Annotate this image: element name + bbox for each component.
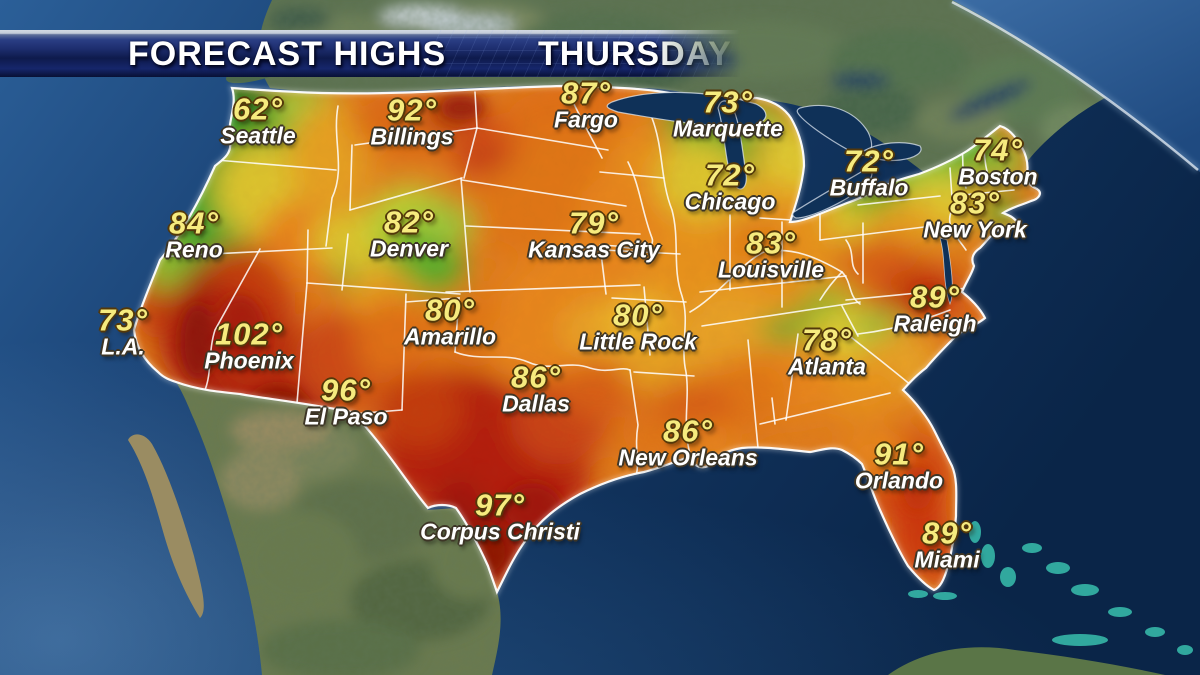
city-name: Fargo	[554, 106, 618, 133]
city-temp: 73°	[703, 84, 753, 120]
city-name: Little Rock	[579, 328, 697, 355]
city-name: Kansas City	[528, 236, 660, 263]
city-name: Dallas	[502, 390, 570, 417]
city-label-new-orleans: 86° New Orleans	[618, 413, 758, 471]
city-name: Phoenix	[204, 347, 294, 374]
lake-michigan	[717, 100, 747, 190]
city-label-la: 73° L.A.	[98, 302, 148, 360]
city-name: Orlando	[854, 467, 944, 494]
city-temp: 72°	[705, 157, 755, 193]
city-label-el-paso: 96° El Paso	[304, 372, 388, 430]
chesapeake-bay	[939, 237, 953, 306]
city-name: Boston	[958, 163, 1038, 190]
city-temp: 92°	[387, 92, 437, 128]
city-temp: 78°	[802, 322, 852, 358]
city-temp: 72°	[844, 143, 894, 179]
city-name: El Paso	[304, 403, 388, 430]
city-label-corpus-christi: 97° Corpus Christi	[420, 487, 580, 545]
city-temp: 84°	[169, 205, 219, 241]
city-name: New Orleans	[618, 444, 758, 471]
lake-erie	[792, 167, 873, 219]
city-name: Corpus Christi	[420, 518, 580, 545]
great-lakes	[606, 91, 953, 306]
city-name: Seattle	[220, 122, 296, 149]
city-label-amarillo: 80° Amarillo	[403, 292, 497, 350]
city-name: Louisville	[717, 256, 825, 283]
city-temp: 86°	[663, 413, 713, 449]
city-temp: 89°	[922, 515, 972, 551]
forecast-banner: FORECAST HIGHS THURSDAY	[0, 30, 755, 77]
city-label-marquette: 73° Marquette	[673, 84, 783, 142]
state-borders	[151, 86, 1015, 477]
city-temp: 102°	[214, 316, 284, 352]
city-name: Buffalo	[829, 174, 909, 201]
city-label-phoenix: 102° Phoenix	[204, 316, 294, 374]
city-label-raleigh: 89° Raleigh	[893, 279, 977, 337]
city-temp: 62°	[233, 91, 283, 127]
city-name: Reno	[165, 236, 223, 263]
city-name: Miami	[914, 546, 980, 573]
city-label-billings: 92° Billings	[370, 92, 454, 150]
city-name: Marquette	[673, 115, 783, 142]
city-name: Chicago	[684, 188, 776, 215]
city-label-boston: 74° Boston	[958, 132, 1038, 190]
city-name: Amarillo	[403, 323, 497, 350]
city-temp: 80°	[425, 292, 475, 328]
city-name: Raleigh	[893, 310, 977, 337]
city-label-denver: 82° Denver	[370, 204, 448, 262]
bahamas-shallows	[908, 521, 1193, 655]
cuba-island	[888, 647, 1165, 675]
city-temp: 83°	[950, 185, 1000, 221]
city-temp: 82°	[384, 204, 434, 240]
city-label-orlando: 91° Orlando	[854, 436, 944, 494]
banner-title: FORECAST HIGHS	[128, 35, 447, 73]
baja-peninsula	[128, 434, 204, 618]
city-temp: 79°	[569, 205, 619, 241]
city-temp: 74°	[973, 132, 1023, 168]
city-label-kansas-city: 79° Kansas City	[528, 205, 660, 263]
lake-ontario	[861, 142, 922, 162]
city-temp: 97°	[475, 487, 525, 523]
city-name: Atlanta	[788, 353, 866, 380]
globe-horizon	[950, 0, 1200, 174]
city-name: Billings	[370, 123, 454, 150]
city-label-dallas: 86° Dallas	[502, 359, 570, 417]
city-temp: 87°	[561, 75, 611, 111]
city-temp: 91°	[874, 436, 924, 472]
city-label-new-york: 83° New York	[923, 185, 1027, 243]
city-label-reno: 84° Reno	[165, 205, 223, 263]
lake-huron	[796, 104, 873, 157]
city-name: New York	[923, 216, 1027, 243]
city-label-fargo: 87° Fargo	[554, 75, 618, 133]
city-temp: 86°	[511, 359, 561, 395]
city-name: L.A.	[101, 333, 145, 360]
city-temp: 89°	[910, 279, 960, 315]
city-name: Denver	[370, 235, 448, 262]
city-label-seattle: 62° Seattle	[220, 91, 296, 149]
city-label-little-rock: 80° Little Rock	[579, 297, 697, 355]
city-label-miami: 89° Miami	[914, 515, 980, 573]
banner-day: THURSDAY	[538, 35, 732, 73]
city-label-atlanta: 78° Atlanta	[788, 322, 866, 380]
city-temp: 83°	[746, 225, 796, 261]
city-label-chicago: 72° Chicago	[684, 157, 776, 215]
city-temp: 73°	[98, 302, 148, 338]
city-temp: 80°	[613, 297, 663, 333]
city-temp: 96°	[321, 372, 371, 408]
city-label-louisville: 83° Louisville	[717, 225, 825, 283]
city-label-buffalo: 72° Buffalo	[829, 143, 909, 201]
